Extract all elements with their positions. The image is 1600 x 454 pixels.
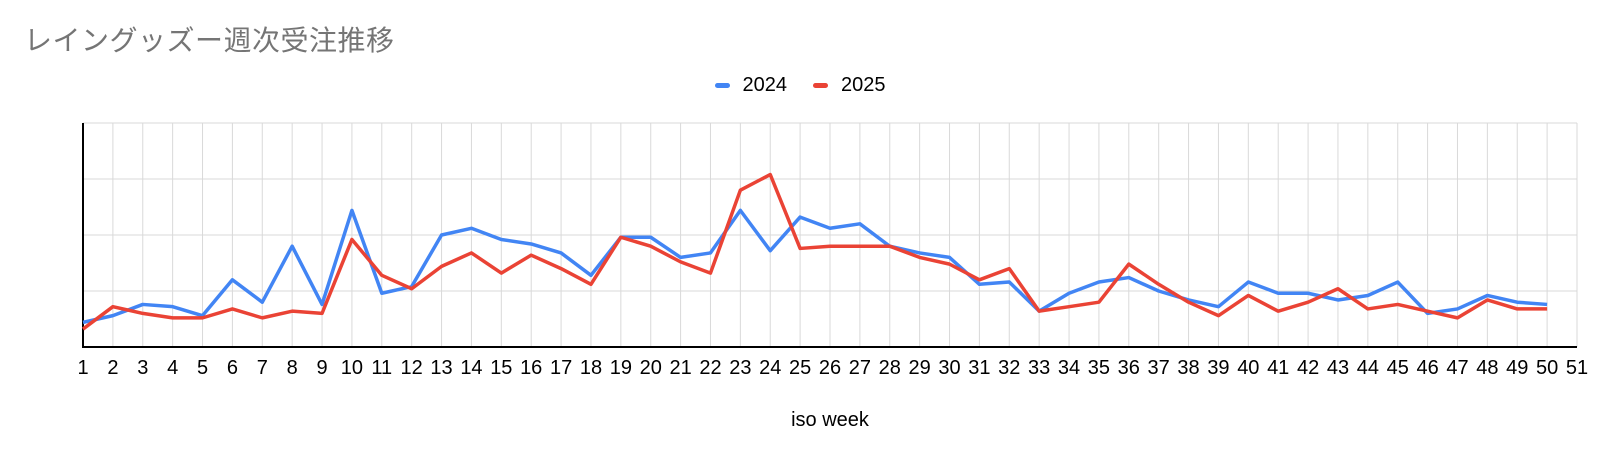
x-axis-title: iso week	[791, 409, 869, 431]
x-tick-label: 12	[401, 357, 423, 379]
x-tick-label: 5	[197, 357, 208, 379]
x-tick-label: 3	[137, 357, 148, 379]
x-tick-label: 29	[909, 357, 931, 379]
x-tick-label: 14	[460, 357, 482, 379]
x-tick-label: 48	[1476, 357, 1498, 379]
x-tick-label: 11	[371, 357, 392, 379]
x-tick-label: 45	[1387, 357, 1409, 379]
x-tick-label: 34	[1058, 357, 1080, 379]
x-tick-label: 2	[107, 357, 118, 379]
x-tick-label: 4	[167, 357, 178, 379]
x-tick-label: 18	[580, 357, 602, 379]
x-tick-label: 9	[316, 357, 327, 379]
x-tick-label: 37	[1148, 357, 1170, 379]
x-tick-label: 27	[849, 357, 871, 379]
x-tick-label: 28	[879, 357, 901, 379]
x-tick-label: 30	[938, 357, 960, 379]
x-tick-label: 47	[1446, 357, 1468, 379]
x-tick-label: 46	[1416, 357, 1438, 379]
x-tick-label: 26	[819, 357, 841, 379]
legend-label-2024: 2024	[742, 74, 788, 96]
x-tick-label: 32	[998, 357, 1020, 379]
x-tick-label: 16	[520, 357, 542, 379]
series-line-2024[interactable]	[82, 208, 1548, 325]
x-tick-label: 17	[550, 357, 572, 379]
x-tick-label: 50	[1536, 357, 1558, 379]
x-tick-label: 15	[490, 357, 512, 379]
legend-item-2024[interactable]: 2024	[714, 74, 788, 97]
legend-swatch-2025-icon	[813, 83, 828, 88]
x-tick-label: 44	[1357, 357, 1379, 379]
x-tick-label: 25	[789, 357, 811, 379]
x-tick-label: 33	[1028, 357, 1050, 379]
x-tick-label: 51	[1566, 357, 1588, 379]
x-tick-label: 7	[257, 357, 268, 379]
legend-label-2025: 2025	[841, 74, 886, 96]
x-tick-label: 36	[1118, 357, 1140, 379]
x-tick-label: 40	[1237, 357, 1259, 379]
x-tick-label: 23	[729, 357, 751, 379]
x-tick-label: 43	[1327, 357, 1349, 379]
legend: 2024 2025	[0, 74, 1600, 97]
x-tick-label: 8	[287, 357, 298, 379]
x-tick-label: 39	[1207, 357, 1229, 379]
x-tick-label: 35	[1088, 357, 1110, 379]
legend-item-2025[interactable]: 2025	[813, 74, 886, 97]
x-tick-label: 19	[610, 357, 632, 379]
x-tick-label: 41	[1267, 357, 1289, 379]
x-tick-label: 31	[968, 357, 990, 379]
x-tick-label: 22	[699, 357, 721, 379]
x-tick-label: 21	[669, 357, 691, 379]
series-line-2025[interactable]	[81, 172, 1548, 331]
chart-title: レイングッズー週次受注推移	[24, 25, 395, 56]
x-tick-label: 49	[1506, 357, 1528, 379]
x-tick-label: 42	[1297, 357, 1319, 379]
x-tick-label: 1	[77, 357, 88, 379]
x-tick-label: 10	[341, 357, 363, 379]
x-tick-label: 24	[759, 357, 781, 379]
legend-swatch-2024-icon	[714, 83, 730, 88]
x-tick-label: 13	[430, 357, 452, 379]
x-tick-label: 20	[640, 357, 662, 379]
x-tick-label: 6	[227, 357, 238, 379]
x-tick-label: 38	[1177, 357, 1199, 379]
